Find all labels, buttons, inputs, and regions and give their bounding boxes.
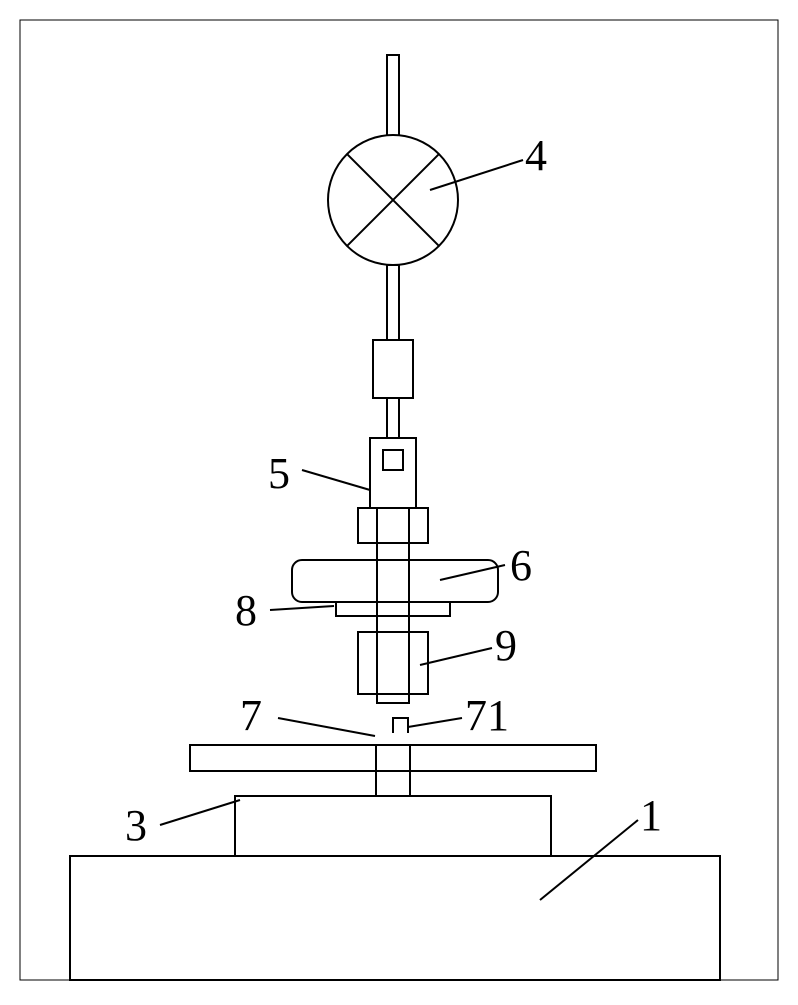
part-label-7: 7 [240,690,262,741]
part-label-3: 3 [125,800,147,851]
part-label-4: 4 [525,130,547,181]
diagram-root: 4 5 6 8 9 7 71 3 1 [0,0,798,1000]
part-label-6: 6 [510,540,532,591]
part-label-71: 71 [465,690,509,741]
engineering-diagram [0,0,798,1000]
part-label-1: 1 [640,790,662,841]
part-label-5: 5 [268,448,290,499]
part-label-9: 9 [495,620,517,671]
part-label-8: 8 [235,585,257,636]
